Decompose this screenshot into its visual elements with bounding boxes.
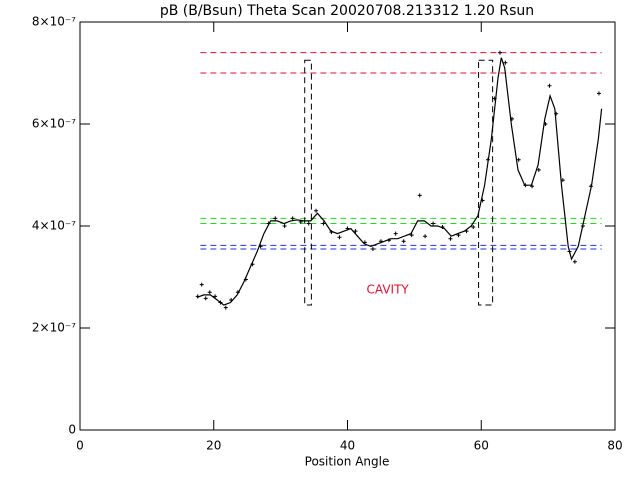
data-point: [362, 240, 367, 245]
x-tick-label: 40: [340, 439, 355, 453]
data-point: [503, 60, 508, 65]
data-point: [378, 239, 383, 244]
x-axis-label: Position Angle: [305, 455, 390, 469]
annotation: CAVITY: [367, 282, 410, 296]
data-point: [492, 96, 497, 101]
data-point: [547, 83, 552, 88]
data-point: [282, 224, 287, 228]
data-point: [596, 91, 601, 96]
data-point: [480, 198, 485, 203]
data-point: [199, 282, 204, 287]
data-point: [580, 224, 585, 228]
data-point: [273, 216, 278, 221]
data-point: [448, 236, 453, 241]
data-point: [345, 226, 350, 231]
data-point: [353, 229, 358, 234]
data-point: [543, 122, 548, 126]
region-box: [478, 59, 494, 306]
data-point: [207, 290, 212, 295]
data-point: [298, 219, 303, 224]
x-tick-label: 80: [607, 439, 622, 453]
data-point: [314, 208, 319, 213]
data-point: [258, 244, 263, 249]
data-point: [423, 234, 428, 239]
chart-title: pB (B/Bsun) Theta Scan 20020708.213312 1…: [160, 3, 534, 19]
data-point: [243, 277, 248, 282]
y-tick-label: 6×10⁻⁷: [32, 117, 76, 131]
data-point: [321, 221, 326, 226]
data-point: [497, 50, 502, 55]
data-point: [554, 111, 559, 116]
data-point: [536, 167, 541, 172]
data-point: [329, 230, 334, 235]
data-point: [440, 225, 445, 230]
data-point: [431, 221, 436, 226]
x-tick-label: 0: [76, 439, 84, 453]
data-point: [266, 221, 271, 226]
y-tick-label: 4×10⁻⁷: [32, 219, 76, 233]
data-point: [386, 238, 391, 243]
data-point: [516, 157, 521, 162]
plot-frame: [79, 21, 616, 431]
x-tick-label: 60: [474, 439, 489, 453]
data-point: [337, 235, 342, 240]
y-tick-label: 0: [68, 423, 76, 437]
data-point: [456, 233, 461, 238]
data-point: [409, 233, 414, 238]
x-tick-label: 20: [206, 439, 221, 453]
data-point: [464, 229, 469, 234]
data-point: [223, 305, 228, 310]
region-box: [304, 59, 312, 306]
data-point: [567, 249, 572, 254]
data-point: [523, 183, 528, 188]
data-point: [401, 239, 406, 244]
data-line: [196, 57, 603, 306]
data-point: [218, 300, 223, 305]
data-point: [560, 178, 565, 183]
data-point: [250, 262, 255, 267]
data-point: [195, 294, 200, 299]
data-point: [306, 221, 311, 226]
y-tick-label: 8×10⁻⁷: [32, 15, 76, 29]
data-point: [235, 290, 240, 295]
data-point: [485, 157, 490, 162]
data-point: [213, 294, 218, 299]
data-point: [203, 296, 208, 301]
data-point: [370, 246, 375, 251]
data-point: [471, 225, 476, 230]
y-tick-label: 2×10⁻⁷: [32, 321, 76, 335]
data-point: [229, 297, 234, 302]
data-point: [290, 216, 295, 221]
data-point: [530, 184, 535, 189]
data-point: [510, 116, 515, 121]
data-point: [417, 193, 422, 198]
data-point: [588, 184, 593, 189]
data-point: [393, 231, 398, 236]
data-point: [572, 259, 577, 264]
